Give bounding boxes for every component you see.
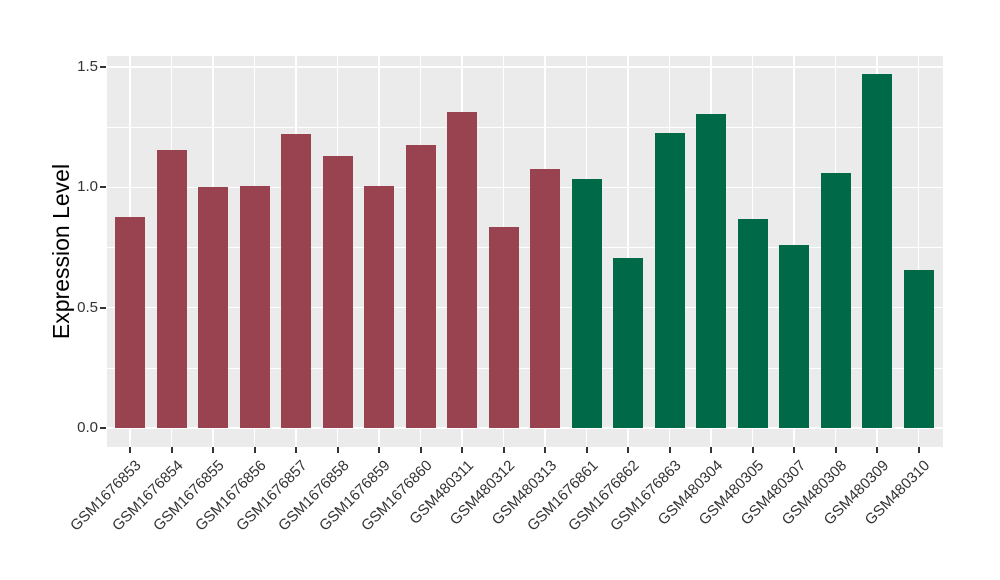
major-gridline: [107, 66, 943, 68]
bar-GSM480310: [903, 270, 934, 428]
bar-GSM480304: [696, 114, 726, 428]
y-tick-mark: [100, 306, 106, 309]
bar-GSM1676862: [613, 258, 643, 428]
x-tick-mark: [129, 447, 131, 453]
y-tick-label: 0.0: [77, 419, 98, 436]
bar-GSM1676855: [198, 187, 228, 428]
bar-GSM1676859: [364, 186, 394, 428]
vertical-gridline: [917, 56, 920, 447]
minor-gridline: [107, 126, 943, 128]
x-tick-mark: [876, 447, 878, 453]
bar-GSM480313: [530, 169, 560, 428]
x-tick-mark: [793, 447, 795, 453]
x-tick-mark: [502, 447, 505, 453]
y-tick-mark: [100, 186, 106, 189]
x-tick-label: GSM1676853: [67, 457, 146, 535]
minor-gridline: [107, 367, 943, 369]
x-tick-mark: [710, 447, 712, 453]
y-axis-title-strip: Expression Level: [48, 0, 76, 503]
y-tick-label: 1.5: [77, 58, 98, 76]
major-gridline: [107, 427, 943, 429]
x-tick-mark: [212, 447, 214, 453]
minor-gridline: [107, 247, 943, 248]
bar-GSM1676856: [239, 186, 270, 428]
bar-GSM1676853: [115, 217, 145, 428]
x-tick-mark: [336, 447, 339, 453]
bar-GSM480311: [447, 111, 477, 428]
x-tick-mark: [378, 447, 380, 453]
bar-GSM1676854: [156, 150, 187, 428]
x-tick-mark: [295, 447, 297, 453]
x-tick-mark: [170, 447, 173, 453]
bar-GSM480305: [737, 218, 768, 428]
bar-GSM1676860: [405, 145, 436, 428]
y-tick-mark: [100, 66, 106, 69]
bar-GSM1676858: [322, 156, 353, 428]
bar-GSM480312: [488, 227, 519, 428]
x-tick-mark: [751, 447, 754, 453]
vertical-gridline: [627, 56, 629, 447]
y-axis-title: Expression Level: [48, 163, 75, 340]
y-tick-label: 1.0: [77, 178, 98, 196]
bar-GSM480309: [862, 74, 892, 428]
major-gridline: [107, 307, 943, 309]
bar-GSM1676857: [281, 134, 311, 428]
bar-GSM480307: [779, 245, 809, 428]
x-tick-mark: [419, 447, 422, 453]
x-tick-mark: [834, 447, 837, 453]
y-tick-label: 0.5: [77, 298, 98, 316]
x-tick-mark: [461, 447, 463, 453]
x-tick-mark: [627, 447, 629, 453]
bar-GSM1676863: [654, 133, 685, 428]
bar-GSM1676861: [571, 178, 602, 428]
x-tick-mark: [253, 447, 256, 453]
plot-panel: [107, 56, 943, 447]
x-tick-mark: [585, 447, 588, 453]
y-tick-mark: [100, 427, 106, 429]
x-tick-mark: [668, 447, 671, 453]
bar-GSM480308: [820, 172, 851, 428]
major-gridline: [107, 186, 943, 189]
x-tick-mark: [917, 447, 920, 453]
x-tick-mark: [544, 447, 546, 453]
